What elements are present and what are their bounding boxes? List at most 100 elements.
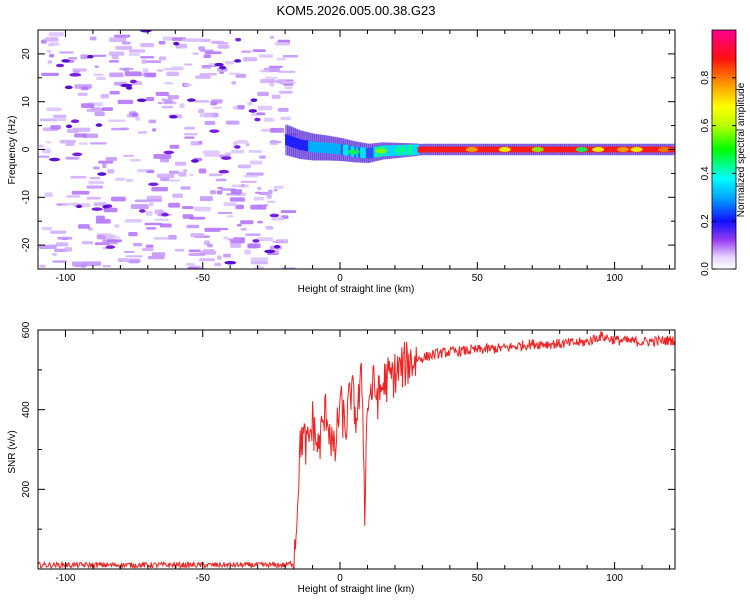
noise-patch [111, 54, 119, 60]
noise-patch [93, 73, 104, 76]
noise-patch [256, 237, 274, 242]
noise-patch [145, 211, 153, 216]
noise-patch [59, 139, 76, 144]
noise-patch [146, 170, 155, 174]
noise-patch [236, 223, 242, 227]
noise-peak [91, 207, 103, 211]
colorbar-label: Normalized spectral amplitude [736, 82, 747, 217]
noise-patch [100, 94, 109, 99]
noise-peak [209, 129, 220, 133]
noise-patch [154, 209, 164, 215]
noise-patch [278, 107, 289, 112]
noise-patch [72, 127, 91, 132]
noise-patch [199, 73, 217, 76]
noise-patch [277, 40, 291, 43]
noise-patch [243, 174, 259, 178]
signal-core [546, 146, 550, 153]
noise-patch [153, 154, 172, 159]
noise-patch [164, 82, 174, 85]
noise-patch [217, 186, 223, 189]
signal-core [604, 146, 608, 153]
noise-peak [252, 239, 260, 243]
noise-patch [195, 75, 211, 79]
noise-patch [144, 222, 163, 226]
noise-patch [278, 90, 293, 94]
noise-patch [160, 158, 170, 163]
noise-patch [74, 133, 87, 138]
signal-core [652, 146, 656, 153]
signal-core [608, 146, 612, 153]
noise-patch [273, 188, 278, 192]
signal-hotspot [630, 147, 643, 152]
noise-patch [257, 186, 262, 191]
noise-patch [78, 142, 88, 145]
noise-patch [217, 255, 222, 260]
noise-patch [178, 172, 187, 177]
noise-patch [167, 95, 179, 100]
noise-patch [131, 112, 139, 117]
noise-peak [48, 157, 61, 162]
noise-patch [144, 72, 157, 78]
noise-patch [184, 136, 195, 139]
noise-patch [204, 153, 223, 157]
signal-core [436, 146, 441, 153]
noise-patch [248, 150, 262, 153]
signal-core [319, 142, 323, 153]
snr-x-label: Height of straight line (km) [298, 584, 415, 595]
noise-patch [140, 56, 155, 59]
y-tick-label: 400 [21, 401, 32, 418]
noise-patch [44, 37, 59, 42]
noise-patch [41, 227, 53, 231]
noise-peak [269, 213, 280, 218]
signal-core [492, 146, 496, 153]
noise-patch [235, 73, 247, 78]
signal-core [521, 146, 525, 153]
signal-core [588, 146, 592, 153]
noise-patch [81, 103, 95, 108]
noise-patch [64, 247, 73, 252]
signal-core [552, 146, 556, 153]
noise-patch [192, 52, 200, 55]
signal-core [327, 142, 331, 154]
noise-patch [152, 128, 157, 132]
signal-core [371, 147, 375, 158]
noise-patch [181, 205, 194, 210]
signal-core [427, 146, 431, 153]
noise-patch [148, 119, 157, 124]
noise-patch [105, 157, 117, 161]
signal-core [413, 144, 418, 156]
snr-plot-area [38, 330, 675, 569]
noise-patch [211, 99, 223, 103]
noise-patch [186, 224, 200, 229]
noise-patch [199, 196, 213, 202]
signal-core [296, 138, 300, 150]
signal-core [567, 146, 571, 153]
noise-patch [190, 233, 205, 238]
noise-patch [50, 125, 61, 130]
x-tick-label: 100 [606, 273, 623, 284]
noise-patch [274, 41, 290, 46]
signal-core [433, 146, 437, 153]
figure-title: KOM5.2026.005.00.38.G23 [276, 3, 435, 18]
signal-core [446, 146, 450, 153]
noise-patch [258, 54, 274, 58]
noise-patch [108, 37, 127, 43]
noise-patch [217, 44, 230, 49]
signal-core [438, 146, 443, 153]
noise-patch [89, 36, 97, 41]
noise-patch [210, 190, 216, 195]
signal-core [529, 146, 533, 153]
signal-core [483, 146, 487, 153]
signal-core [558, 146, 562, 153]
signal-core [363, 147, 368, 159]
signal-core [650, 146, 654, 153]
noise-patch [250, 204, 267, 210]
signal-core [527, 146, 531, 153]
spectrogram-x-ticks: -100 -50 0 50 100 [37, 30, 671, 284]
signal-core [454, 146, 458, 153]
noise-peak [214, 62, 224, 67]
noise-patch [45, 141, 52, 144]
signal-core [431, 146, 435, 153]
signal-core [388, 145, 393, 156]
noise-patch [94, 111, 105, 117]
